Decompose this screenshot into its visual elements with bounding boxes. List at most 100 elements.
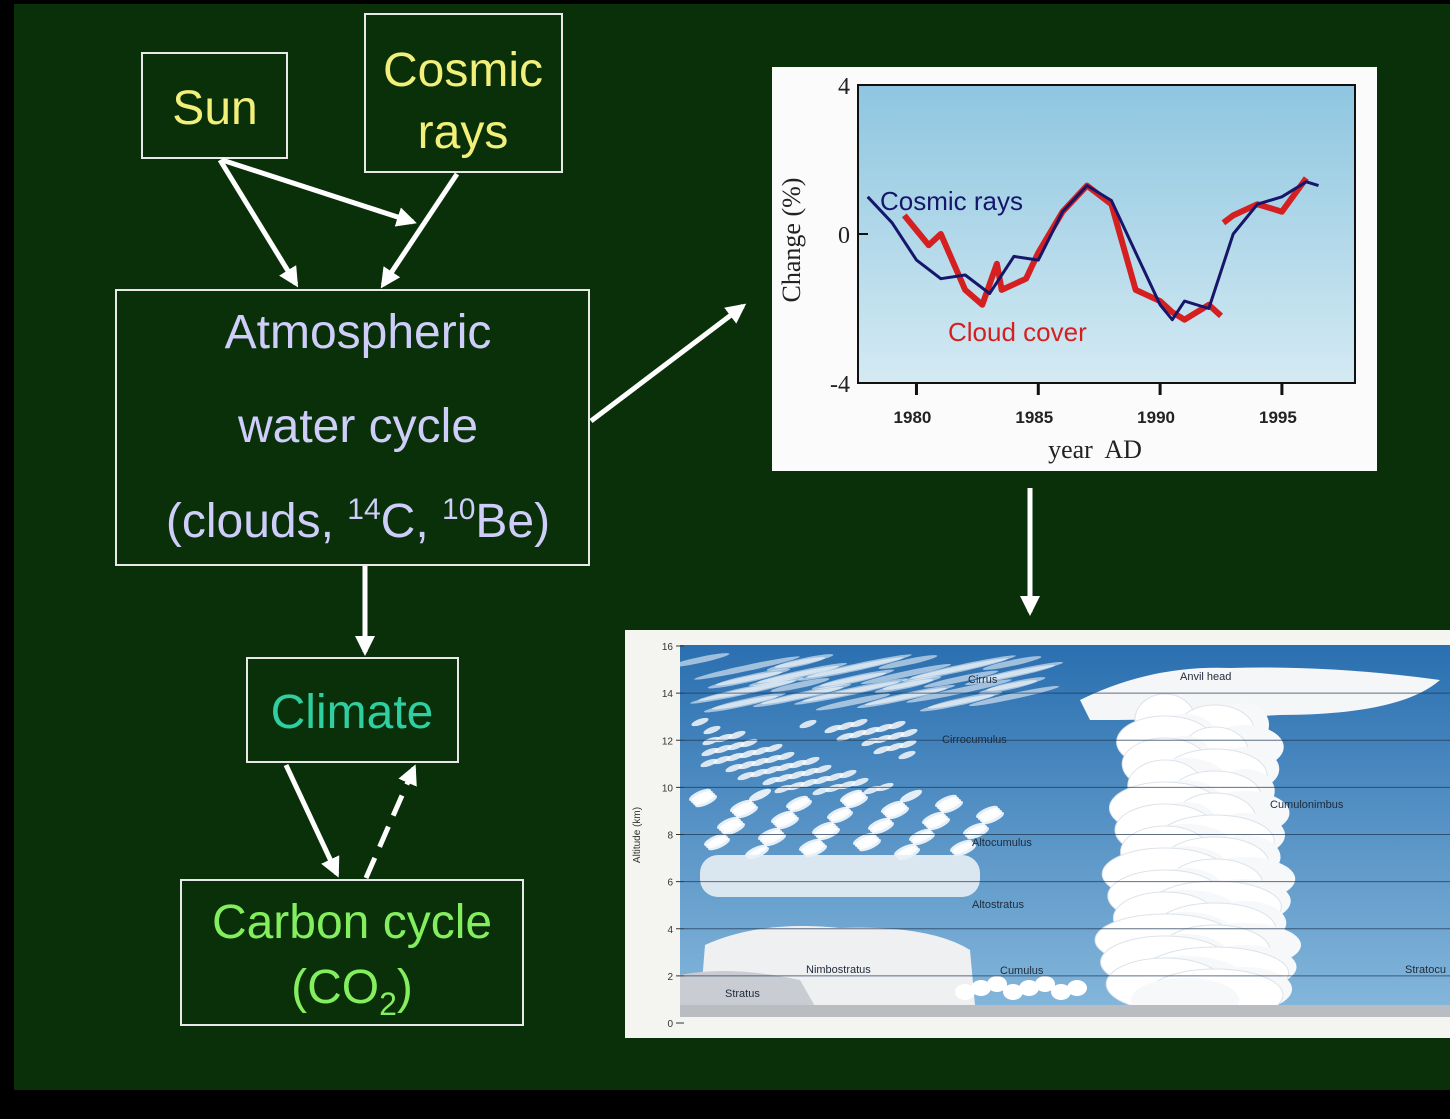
cloud-puff — [799, 719, 817, 729]
cloud-puff — [813, 775, 831, 785]
label: Cosmic — [383, 44, 543, 97]
cloud-puff — [826, 772, 844, 782]
cloud-puff — [981, 811, 1005, 825]
cloud-puff — [966, 826, 990, 840]
label: water cycle — [237, 400, 478, 453]
cloud-puff — [737, 771, 755, 781]
series-line — [866, 180, 1319, 322]
cloud-puff — [863, 785, 881, 795]
box — [180, 879, 524, 1026]
cloud-puff — [701, 747, 719, 757]
cloud-label: Anvil head — [1180, 671, 1231, 683]
cumulus — [955, 984, 975, 1000]
cloud-puff — [873, 745, 891, 755]
cloud-puff — [750, 768, 768, 778]
y-axis-label: Change (%) — [777, 178, 806, 303]
text: (CO — [291, 961, 379, 1014]
cloud-puff — [804, 844, 828, 858]
y-tick-label: 14 — [662, 689, 674, 700]
y-tick-label: 0 — [838, 223, 850, 249]
cloud-label: Altocumulus — [972, 837, 1032, 849]
cloud-puff — [703, 725, 721, 735]
cloud-wisp — [982, 656, 1042, 670]
y-tick-label: 8 — [667, 831, 673, 842]
box — [246, 657, 459, 763]
cumulus — [1003, 984, 1023, 1000]
chart: Change (%) year AD -4 0 4 1980 1985 1990 1995 C… — [772, 67, 1377, 471]
cloud-puff — [787, 781, 805, 791]
cloud-puff — [740, 738, 758, 748]
cloud-wisp — [861, 663, 951, 685]
cloud-puff — [762, 776, 780, 786]
cloud-puff — [763, 833, 787, 847]
arrow — [589, 303, 747, 423]
cloud-wisp — [770, 678, 830, 692]
cloud-puff — [714, 744, 732, 754]
cumulus — [987, 976, 1007, 992]
cloud-illustration: Altitude (km) 0 2 4 6 8 10 12 14 16 Cirrus Cirrocu… — [625, 630, 1450, 1038]
cloud-puff — [862, 726, 880, 736]
cloud-puff — [702, 736, 720, 746]
legend-label: Cloud cover — [948, 317, 1087, 347]
cloud-wisp — [703, 695, 779, 713]
cloud-puff — [725, 763, 743, 773]
cloud-puff — [887, 731, 905, 741]
superscript: 10 — [442, 493, 475, 526]
cloud-puff — [776, 816, 800, 830]
y-axis-label: Altitude (km) — [632, 807, 643, 863]
cloud-wisp — [923, 670, 999, 688]
cloud-puff — [752, 746, 770, 756]
cloud-puff — [953, 843, 977, 857]
cloud-wisp — [815, 693, 891, 711]
cloud-puff — [739, 749, 757, 759]
legend-label: Cosmic rays — [880, 186, 1023, 216]
x-axis-label: year AD — [1048, 435, 1142, 464]
cloud-puff — [788, 770, 806, 780]
cumulus — [971, 980, 991, 996]
cloud-label: Cumulonimbus — [1270, 799, 1344, 811]
cloud-wisp — [811, 672, 887, 690]
cloud-puff — [850, 718, 868, 728]
text: (clouds, — [166, 495, 347, 548]
cloud-puff — [851, 777, 869, 787]
cloud-puff — [776, 762, 794, 772]
cloud-puff — [912, 832, 936, 846]
altostratus — [700, 855, 980, 897]
cloud-puff — [727, 741, 745, 751]
cloud-puff — [875, 723, 893, 733]
y-tick-label: -4 — [830, 372, 850, 398]
y-tick-label: 4 — [667, 925, 673, 936]
cloud-puff — [830, 810, 854, 824]
cloud-puff — [886, 806, 910, 820]
cloud-puff — [839, 769, 857, 779]
cloud-puff — [722, 822, 746, 836]
cloud-puff — [871, 821, 895, 835]
cloud-wisp — [749, 665, 839, 687]
arrow — [283, 763, 340, 878]
cloud-puff — [801, 767, 819, 777]
cloud-puff — [927, 817, 951, 831]
cloud-puff — [713, 755, 731, 765]
cumulus — [1067, 980, 1087, 996]
cloud-label: Stratus — [725, 988, 760, 1000]
cloud-label: Nimbostratus — [806, 964, 871, 976]
cloud-puff — [700, 758, 718, 768]
x-tick-label: 1980 — [894, 408, 932, 427]
cloud-puff — [836, 732, 854, 742]
y-tick-label: 2 — [667, 972, 673, 983]
cumulus — [1051, 984, 1071, 1000]
superscript: 14 — [347, 493, 380, 526]
ground — [680, 1005, 1450, 1017]
cloud-wisp — [978, 680, 1038, 694]
label: (clouds, 14C, 10Be) — [166, 493, 550, 548]
cloud-wisp — [906, 679, 1012, 703]
cloud-puff — [825, 783, 843, 793]
cloud-puff — [763, 765, 781, 775]
atmospheric-node: Atmospheric water cycle (clouds, 14C, 10… — [115, 289, 590, 566]
x-tick-label: 1985 — [1015, 408, 1053, 427]
cloud-puff — [900, 728, 918, 738]
cloud-puff — [748, 788, 772, 802]
cloud-puff — [726, 752, 744, 762]
plot-area — [857, 84, 1356, 384]
